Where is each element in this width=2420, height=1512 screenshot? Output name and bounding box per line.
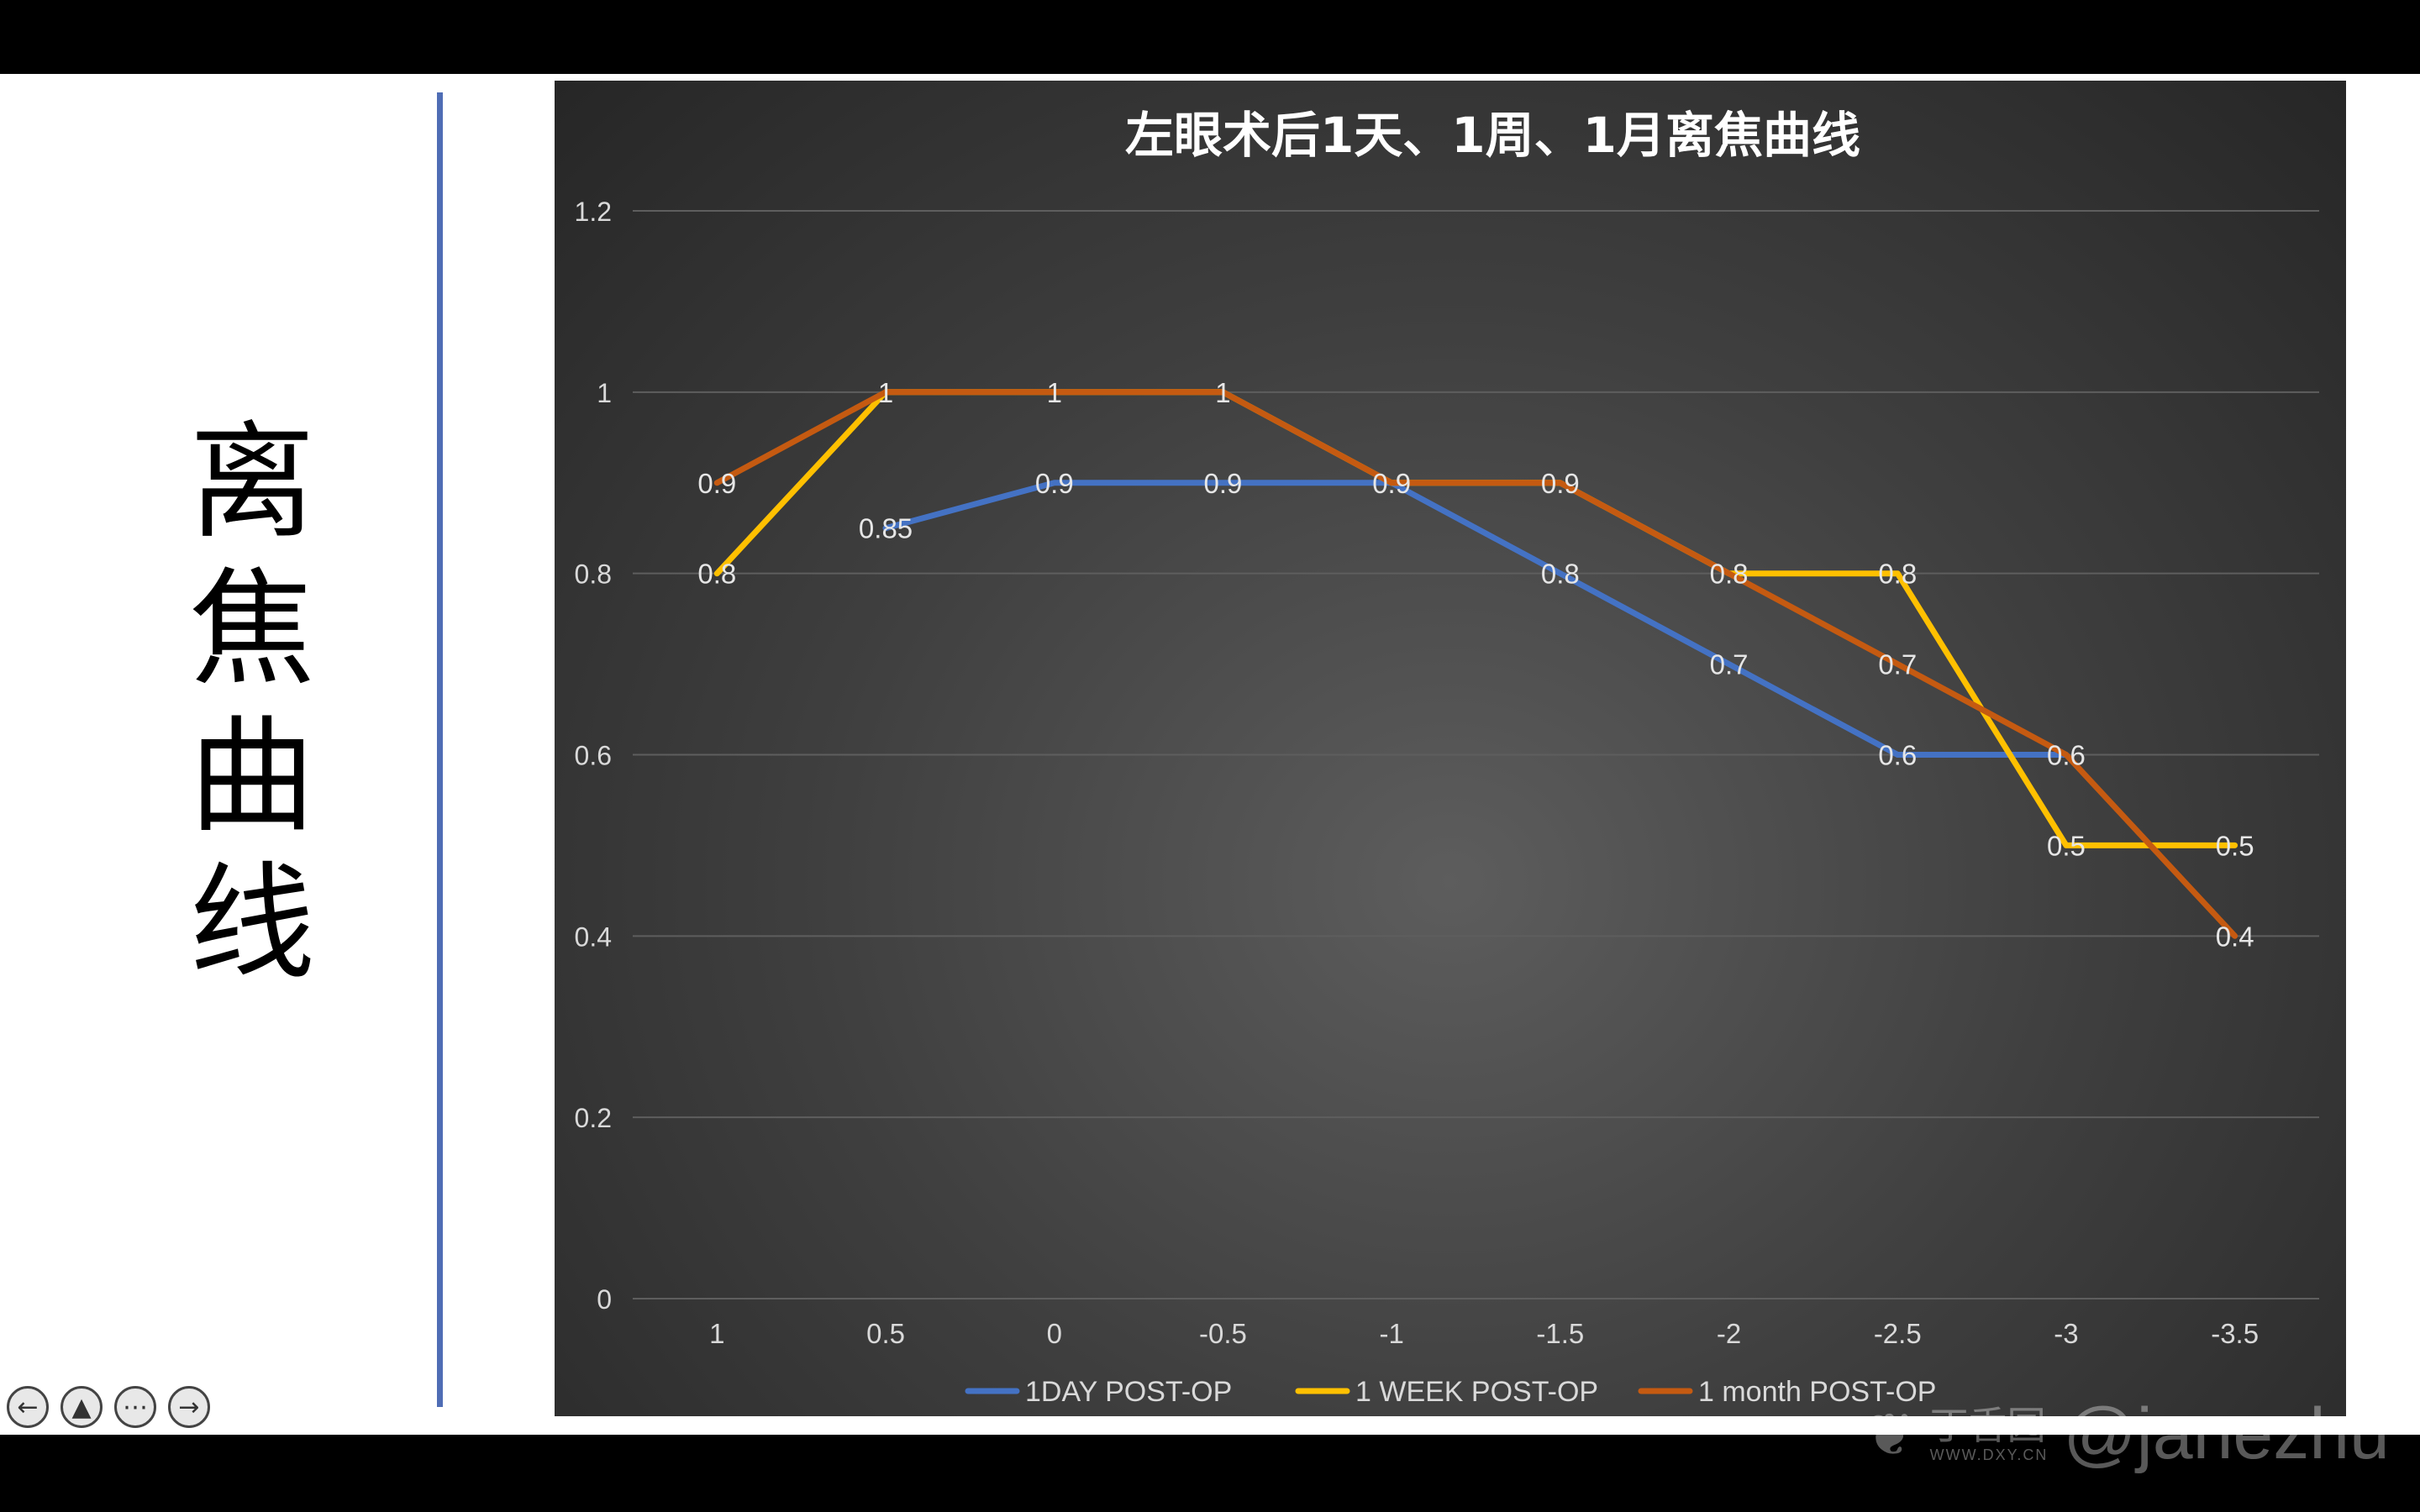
next-slide-button[interactable]: →	[168, 1386, 210, 1428]
arrow-left-icon: ←	[17, 1392, 39, 1422]
watermark-brand-name: 丁香园	[1929, 1403, 2046, 1448]
watermark-brand: 丁香园 WWW.DXY.CN	[1930, 1404, 2049, 1464]
slide: 离 焦 曲 线 左眼术后1天、1周、1月离焦曲线 0 0.2 0.4 0.6 0.8 1 1.…	[0, 74, 2420, 1435]
side-title-char: 焦	[188, 557, 315, 703]
data-label: 1	[1215, 377, 1230, 408]
side-title-char: 离	[188, 410, 315, 556]
legend-label: 1 WEEK POST-OP	[1355, 1376, 1598, 1408]
prev-slide-button[interactable]: ←	[7, 1386, 49, 1428]
y-tick-label: 1.2	[575, 197, 612, 227]
x-tick-label: -1.5	[1536, 1318, 1584, 1349]
chart-title: 左眼术后1天、1周、1月离焦曲线	[1125, 107, 1860, 164]
arrow-right-icon: →	[178, 1392, 200, 1422]
data-label: 0.6	[2047, 740, 2086, 771]
data-label: 0.8	[1710, 559, 1749, 590]
y-tick-label: 0.4	[575, 921, 612, 952]
legend-label: 1 month POST-OP	[1698, 1376, 1936, 1408]
side-title-char: 曲	[188, 704, 315, 850]
slideshow-nav: ← ▲ ⋯ →	[7, 1386, 210, 1428]
data-label: 0.5	[2047, 830, 2086, 861]
more-icon: ⋯	[123, 1392, 148, 1422]
data-label: 0.8	[1878, 559, 1917, 590]
data-label: 0.9	[1204, 468, 1243, 499]
data-label: 0.9	[697, 468, 736, 499]
chart-panel: 左眼术后1天、1周、1月离焦曲线 0 0.2 0.4 0.6 0.8 1 1.2 1 0.5 0 -0…	[555, 81, 2346, 1416]
vertical-divider	[437, 92, 443, 1407]
data-label: 0.9	[1372, 468, 1411, 499]
x-tick-label: -0.5	[1199, 1318, 1247, 1349]
data-label: 0.8	[697, 559, 736, 590]
x-tick-label: -3.5	[2211, 1318, 2259, 1349]
data-label: 0.4	[2216, 921, 2254, 952]
data-label: 0.8	[1541, 559, 1580, 590]
side-title: 离 焦 曲 线	[168, 410, 336, 998]
data-label: 0.9	[1541, 468, 1580, 499]
data-label: 0.9	[1035, 468, 1074, 499]
data-label: 1	[1047, 377, 1062, 408]
x-tick-label: -2.5	[1874, 1318, 1922, 1349]
series-line-1-week-post-op	[713, 389, 2238, 848]
y-tick-label: 0.2	[575, 1103, 612, 1133]
leaf-logo-icon: ❦	[1865, 1399, 1915, 1469]
series-line-1day-post-op	[882, 480, 2070, 758]
watermark: ❦ 丁香园 WWW.DXY.CN @janezhu	[1865, 1393, 2390, 1476]
data-label: 0.7	[1878, 649, 1917, 680]
defocus-curve-chart: 左眼术后1天、1周、1月离焦曲线 0 0.2 0.4 0.6 0.8 1 1.2 1 0.5 0 -0…	[575, 107, 2319, 1408]
data-label: 0.6	[1878, 740, 1917, 771]
y-tick-label: 0.6	[575, 741, 612, 771]
y-tick-label: 0	[597, 1284, 612, 1315]
x-tick-label: 0	[1047, 1318, 1062, 1349]
watermark-url: WWW.DXY.CN	[1929, 1446, 2049, 1463]
watermark-handle: @janezhu	[2063, 1394, 2390, 1474]
x-tick-label: 1	[709, 1318, 724, 1349]
series-line-1-month-post-op	[713, 389, 2238, 939]
data-label: 0.85	[859, 513, 913, 544]
x-tick-label: -2	[1717, 1318, 1741, 1349]
data-label: 1	[878, 377, 893, 408]
more-options-button[interactable]: ⋯	[114, 1386, 156, 1428]
x-tick-label: -3	[2054, 1318, 2078, 1349]
data-label: 0.7	[1710, 649, 1749, 680]
pen-icon: ▲	[71, 1392, 92, 1422]
data-label: 0.5	[2216, 830, 2254, 861]
side-title-char: 线	[188, 851, 315, 997]
y-tick-label: 0.8	[575, 559, 612, 590]
legend-label: 1DAY POST-OP	[1025, 1376, 1232, 1408]
x-tick-label: -1	[1379, 1318, 1403, 1349]
y-tick-label: 1	[597, 378, 612, 408]
x-tick-label: 0.5	[866, 1318, 905, 1349]
pen-tool-button[interactable]: ▲	[60, 1386, 103, 1428]
